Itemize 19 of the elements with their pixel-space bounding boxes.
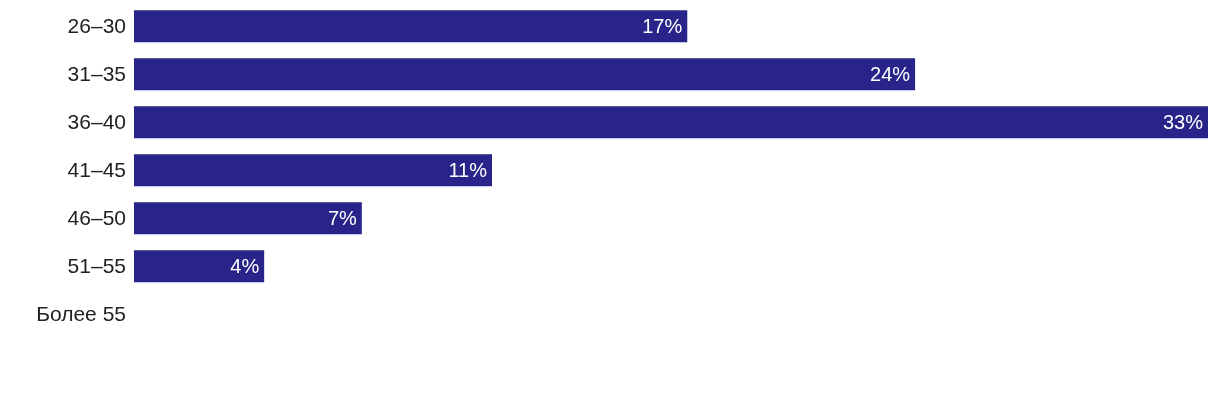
bar (134, 10, 688, 43)
bar (134, 106, 1208, 139)
data-label: 4% (230, 255, 260, 278)
y-tick-label: 51–55 (67, 254, 126, 278)
y-tick-label: 26–30 (67, 14, 126, 38)
y-tick-label: 46–50 (67, 206, 126, 230)
y-tick-label: 36–40 (67, 110, 126, 134)
y-tick-label: Более 55 (36, 302, 126, 326)
data-label: 17% (642, 15, 683, 38)
y-tick-label: 31–35 (67, 62, 126, 86)
bar (134, 154, 492, 187)
bar (134, 58, 916, 91)
data-label: 24% (870, 63, 911, 86)
bar (134, 202, 362, 235)
data-label: 7% (327, 207, 358, 230)
data-label: 11% (448, 159, 488, 182)
y-tick-label: 41–45 (67, 158, 126, 182)
bar (134, 250, 265, 283)
data-label: 33% (1162, 111, 1204, 134)
